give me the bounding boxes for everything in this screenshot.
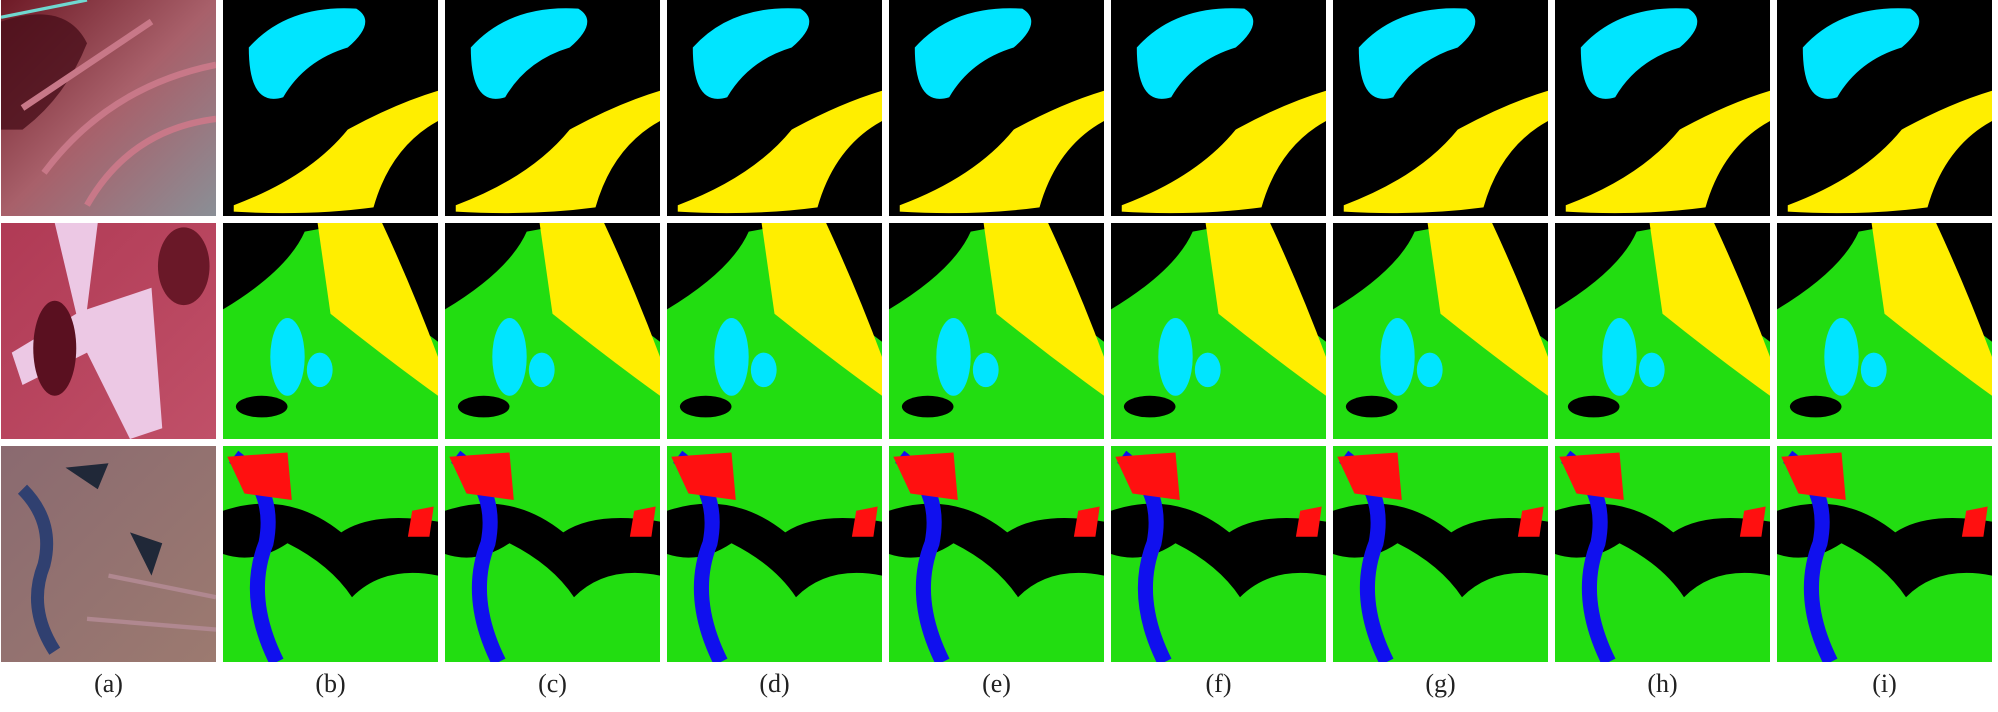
satellite-image <box>1 223 216 439</box>
satellite-image <box>1 0 216 216</box>
segmentation-map <box>1333 446 1548 662</box>
segmentation-map <box>889 446 1104 662</box>
column-label: (a) <box>94 669 123 698</box>
segmentation-map <box>1777 446 1992 662</box>
column-label: (f) <box>1206 669 1232 698</box>
column-label: (d) <box>759 669 789 698</box>
segmentation-map <box>667 223 882 439</box>
column-label: (b) <box>315 669 345 698</box>
column-label: (e) <box>982 669 1011 698</box>
segmentation-map <box>1555 0 1770 216</box>
segmentation-map <box>1777 223 1992 439</box>
segmentation-map <box>667 0 882 216</box>
segmentation-map <box>223 446 438 662</box>
segmentation-map <box>1111 0 1326 216</box>
column-label: (g) <box>1425 669 1455 698</box>
segmentation-map <box>445 446 660 662</box>
segmentation-map <box>1333 0 1548 216</box>
segmentation-map <box>223 223 438 439</box>
segmentation-map <box>889 223 1104 439</box>
segmentation-map <box>223 0 438 216</box>
segmentation-map <box>1111 223 1326 439</box>
segmentation-map <box>667 446 882 662</box>
column-label: (c) <box>538 669 567 698</box>
segmentation-map <box>445 0 660 216</box>
segmentation-map <box>1777 0 1992 216</box>
segmentation-map <box>889 0 1104 216</box>
segmentation-map <box>1555 223 1770 439</box>
segmentation-map <box>1555 446 1770 662</box>
segmentation-map <box>1111 446 1326 662</box>
segmentation-map <box>445 223 660 439</box>
segmentation-map <box>1333 223 1548 439</box>
column-label: (i) <box>1872 669 1897 698</box>
column-label: (h) <box>1647 669 1677 698</box>
satellite-image <box>1 446 216 662</box>
